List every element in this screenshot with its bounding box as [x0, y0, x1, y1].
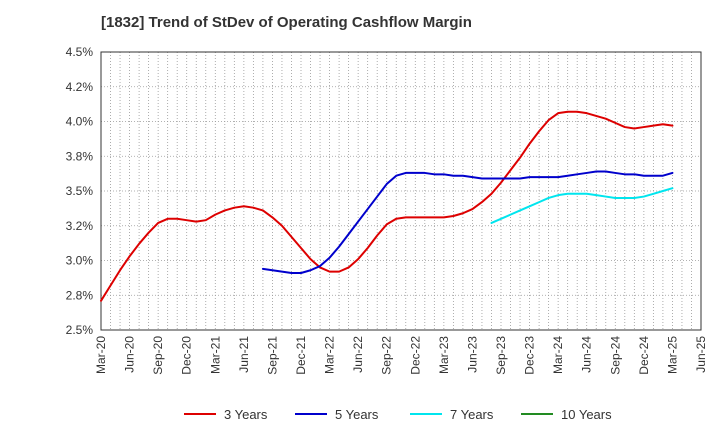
legend-label: 5 Years	[335, 407, 379, 422]
series-line-2	[261, 170, 674, 275]
y-tick-label: 4.2%	[66, 80, 94, 94]
x-tick-label: Jun-24	[580, 336, 594, 373]
chart-title: [1832] Trend of StDev of Operating Cashf…	[101, 14, 472, 31]
series-line-3	[490, 187, 674, 224]
axes: 4.5%4.2%4.0%3.8%3.5%3.2%3.0%2.8%2.5%Mar-…	[66, 45, 708, 375]
x-tick-label: Mar-22	[323, 336, 337, 374]
y-tick-label: 2.5%	[66, 323, 94, 337]
y-tick-label: 4.5%	[66, 45, 94, 59]
legend-label: 10 Years	[561, 407, 612, 422]
x-tick-label: Mar-21	[208, 336, 222, 374]
x-tick-label: Dec-21	[294, 336, 308, 375]
x-tick-label: Sep-22	[380, 336, 394, 375]
y-tick-label: 3.5%	[66, 184, 94, 198]
x-tick-label: Dec-20	[180, 336, 194, 375]
legend: 3 Years 5 Years 7 Years 10 Years	[184, 407, 612, 422]
x-tick-label: Jun-20	[123, 336, 137, 373]
x-tick-label: Dec-22	[408, 336, 422, 375]
x-tick-label: Jun-25	[694, 336, 708, 373]
legend-label: 7 Years	[450, 407, 494, 422]
plot-frame	[100, 51, 702, 331]
x-tick-label: Mar-25	[665, 336, 679, 374]
legend-label: 3 Years	[224, 407, 268, 422]
x-tick-label: Sep-24	[608, 336, 622, 375]
x-tick-label: Mar-23	[437, 336, 451, 374]
x-tick-label: Jun-21	[237, 336, 251, 373]
y-tick-label: 4.0%	[66, 115, 94, 129]
y-tick-label: 3.2%	[66, 219, 94, 233]
x-tick-label: Mar-24	[551, 336, 565, 374]
x-tick-label: Jun-22	[351, 336, 365, 373]
x-tick-label: Jun-23	[465, 336, 479, 373]
series-line-1	[100, 110, 674, 302]
x-tick-label: Dec-24	[637, 336, 651, 375]
x-tick-label: Mar-20	[94, 336, 108, 374]
x-tick-label: Dec-23	[523, 336, 537, 375]
series-lines	[100, 110, 674, 302]
y-tick-label: 2.8%	[66, 288, 94, 302]
y-tick-label: 3.0%	[66, 254, 94, 268]
grid-lines	[101, 52, 701, 330]
x-tick-label: Sep-23	[494, 336, 508, 375]
x-tick-label: Sep-20	[151, 336, 165, 375]
x-tick-label: Sep-21	[265, 336, 279, 375]
y-tick-label: 3.8%	[66, 149, 94, 163]
